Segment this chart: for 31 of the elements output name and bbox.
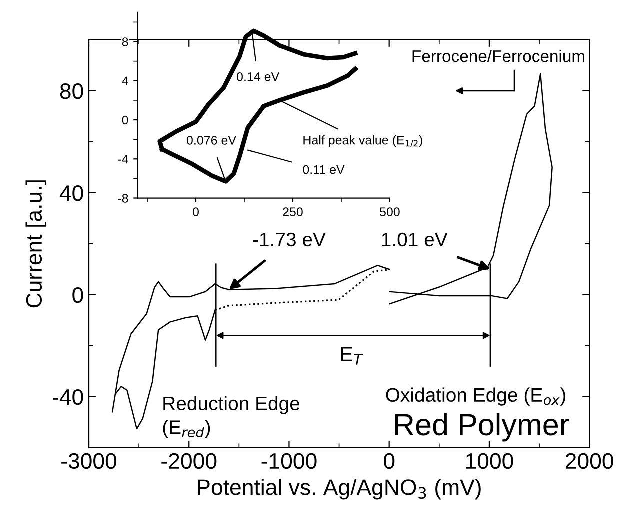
annotation: 0.076 eV [186, 136, 236, 145]
x-tick-label: -2000 [162, 453, 217, 470]
x-axis-title: Potential vs. Ag/AgNO$_{3}$ (mV) [198, 479, 481, 500]
y-axis-title: Current [a.u.] [26, 180, 46, 308]
y-tick-label: -40 [53, 389, 84, 406]
annotation: Half peak value (E$_{1/2}$) [304, 136, 422, 148]
y-tick-label: 0 [122, 116, 128, 125]
x-tick-label: 0 [193, 208, 199, 216]
x-tick-label: 0 [384, 453, 395, 470]
x-tick-label: -1000 [262, 453, 317, 470]
y-tick-label: 80 [60, 83, 84, 100]
annotation: 0.14 eV [237, 72, 280, 82]
y-tick-label: -8 [118, 194, 128, 203]
annotation: Red Polymer [395, 413, 570, 442]
annotation: 1.01 eV [382, 232, 448, 247]
x-tick-label: -3000 [62, 453, 117, 470]
y-tick-label: 40 [60, 185, 84, 202]
annotation: Oxidation Edge (E$_{ox}$) [386, 388, 566, 406]
annotation: Reduction Edge (E$_{red}$) [163, 396, 300, 438]
annotation: E$_{T}$ [341, 347, 364, 365]
x-tick-label: 1000 [466, 453, 514, 470]
annotation: 0.11 eV [303, 165, 345, 174]
y-tick-label: 8 [122, 38, 128, 46]
y-tick-label: 4 [122, 76, 128, 86]
annotation: Ferrocene/Ferrocenium [412, 50, 584, 62]
x-tick-label: 2000 [566, 453, 614, 470]
x-tick-label: 500 [380, 208, 400, 216]
annotation: -1.73 eV [253, 232, 326, 247]
y-tick-label: 0 [72, 287, 84, 304]
y-tick-label: -4 [118, 155, 128, 164]
x-tick-label: 250 [283, 208, 303, 216]
